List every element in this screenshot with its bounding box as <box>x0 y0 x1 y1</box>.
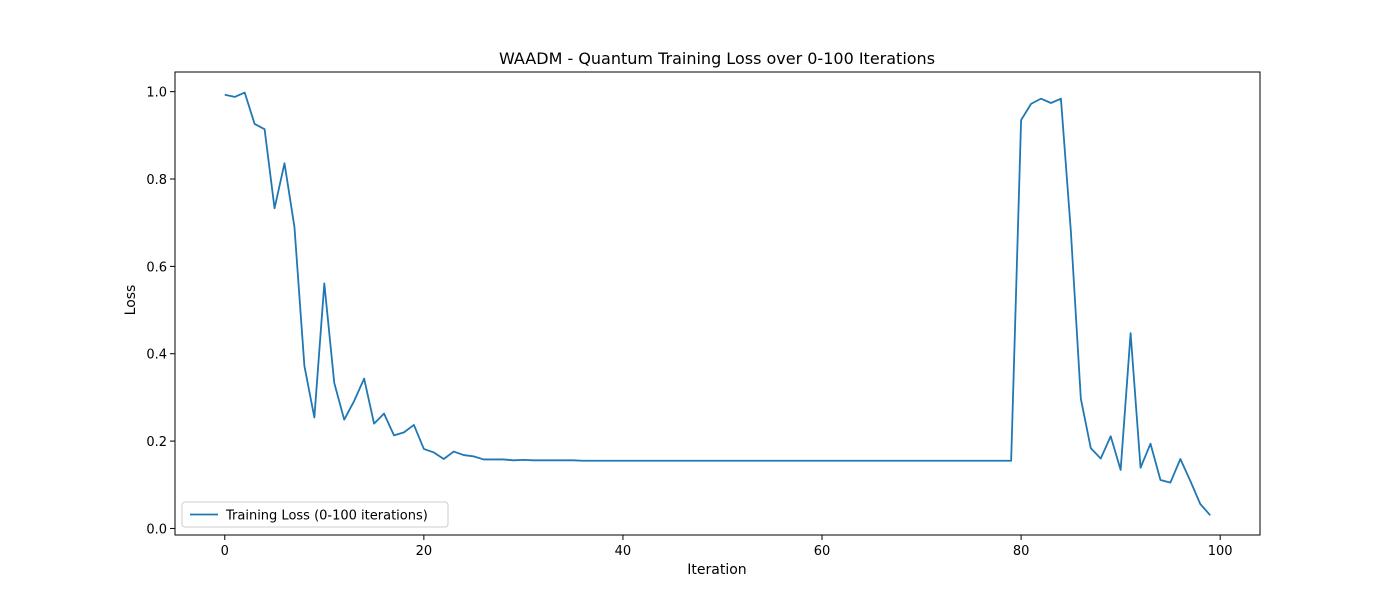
y-tick-label: 1.0 <box>146 86 167 101</box>
x-axis-ticks: 0 20 40 60 80 100 <box>221 535 1233 559</box>
legend: Training Loss (0-100 iterations) <box>181 501 449 528</box>
x-tick-label: 100 <box>1208 544 1233 559</box>
x-tick-label: 0 <box>221 544 229 559</box>
x-tick-label: 80 <box>1013 544 1030 559</box>
legend-box <box>181 501 449 528</box>
y-tick-label: 0.6 <box>146 260 167 275</box>
series-line-0 <box>224 91 1211 516</box>
x-axis-label: Iteration <box>687 562 746 578</box>
plot-frame <box>174 71 1261 536</box>
x-tick-label: 40 <box>615 544 632 559</box>
plot-area <box>174 71 1261 536</box>
y-tick-label: 0.4 <box>146 348 167 363</box>
legend-entry-label: Training Loss (0-100 iterations) <box>225 509 428 524</box>
y-tick-label: 0.2 <box>146 435 167 450</box>
x-tick-label: 20 <box>416 544 433 559</box>
y-axis-label: Loss <box>123 285 139 316</box>
y-tick-label: 0.8 <box>146 173 167 188</box>
chart-title: WAADM - Quantum Training Loss over 0-100… <box>499 49 935 68</box>
y-tick-label: 0.0 <box>146 522 167 537</box>
x-tick-label: 60 <box>814 544 831 559</box>
y-axis-ticks: 0.0 0.2 0.4 0.6 0.8 1.0 <box>146 86 175 537</box>
